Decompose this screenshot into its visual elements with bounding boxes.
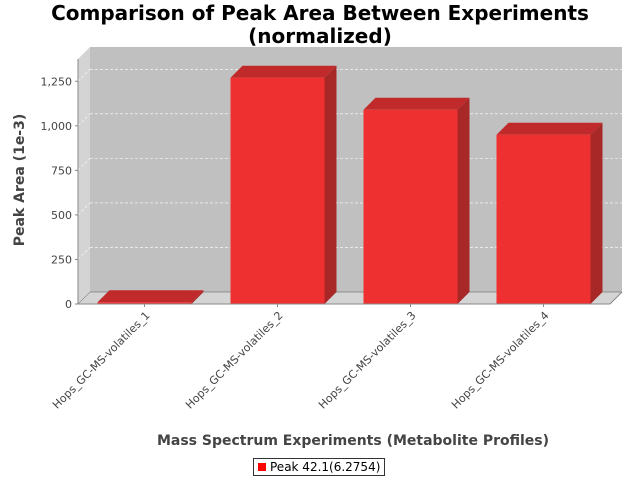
y-tick-label: 1,250 — [41, 75, 73, 88]
bar — [496, 122, 603, 305]
y-tick-label: 250 — [51, 253, 72, 266]
chart-title-line-1: Comparison of Peak Area Between Experime… — [51, 1, 589, 25]
bar-side — [590, 122, 603, 305]
gridline-diag — [77, 113, 91, 127]
bar-top — [363, 97, 470, 110]
bar — [97, 290, 204, 304]
bar-side — [191, 290, 204, 304]
bar-front — [97, 302, 192, 304]
x-axis-depth — [609, 291, 623, 305]
chart-title-line-2: (normalized) — [248, 24, 392, 48]
bar — [363, 97, 470, 304]
y-tick-labels: 0 250 500 750 1,000 1,250 — [41, 75, 73, 311]
x-tick-label: Hops_GC-MS-volatiles_4 — [449, 309, 552, 412]
y-tick-label: 750 — [51, 164, 72, 177]
bar-front — [496, 134, 591, 304]
bars — [97, 65, 603, 305]
bar-front — [363, 109, 458, 304]
gridlines — [77, 68, 622, 260]
gridline-diag — [77, 69, 91, 82]
x-tick-label: Hops_GC-MS-volatiles_1 — [50, 309, 153, 412]
bar — [230, 65, 337, 304]
legend-label: Peak 42.1(6.2754) — [270, 460, 381, 474]
legend: Peak 42.1(6.2754) — [253, 458, 386, 476]
y-axis-label: Peak Area (1e-3) — [12, 114, 28, 247]
y-tick-label: 0 — [65, 298, 72, 311]
legend-swatch — [258, 463, 266, 471]
plot-background — [77, 47, 623, 305]
gridline-diag — [77, 202, 91, 216]
gridline-diag — [77, 158, 91, 171]
bar-top — [97, 290, 204, 303]
y-tick-label: 1,000 — [41, 120, 73, 133]
x-tick-label: Hops_GC-MS-volatiles_2 — [183, 309, 286, 412]
y-tick-label: 500 — [51, 209, 72, 222]
x-tick-label: Hops_GC-MS-volatiles_3 — [316, 309, 419, 412]
bar-side — [457, 97, 470, 304]
plot-back-wall — [90, 47, 622, 292]
plot-left-wall — [78, 47, 90, 304]
chart-title: Comparison of Peak Area Between Experime… — [0, 2, 640, 48]
bar-top — [230, 65, 337, 78]
bar-front — [230, 77, 325, 304]
x-tick-labels: Hops_GC-MS-volatiles_1 Hops_GC-MS-volatil… — [50, 309, 552, 412]
bar-side — [324, 65, 337, 304]
axes — [75, 59, 623, 307]
bar-top — [496, 122, 603, 135]
gridline-diag — [77, 247, 91, 260]
x-axis-label: Mass Spectrum Experiments (Metabolite Pr… — [157, 433, 549, 449]
